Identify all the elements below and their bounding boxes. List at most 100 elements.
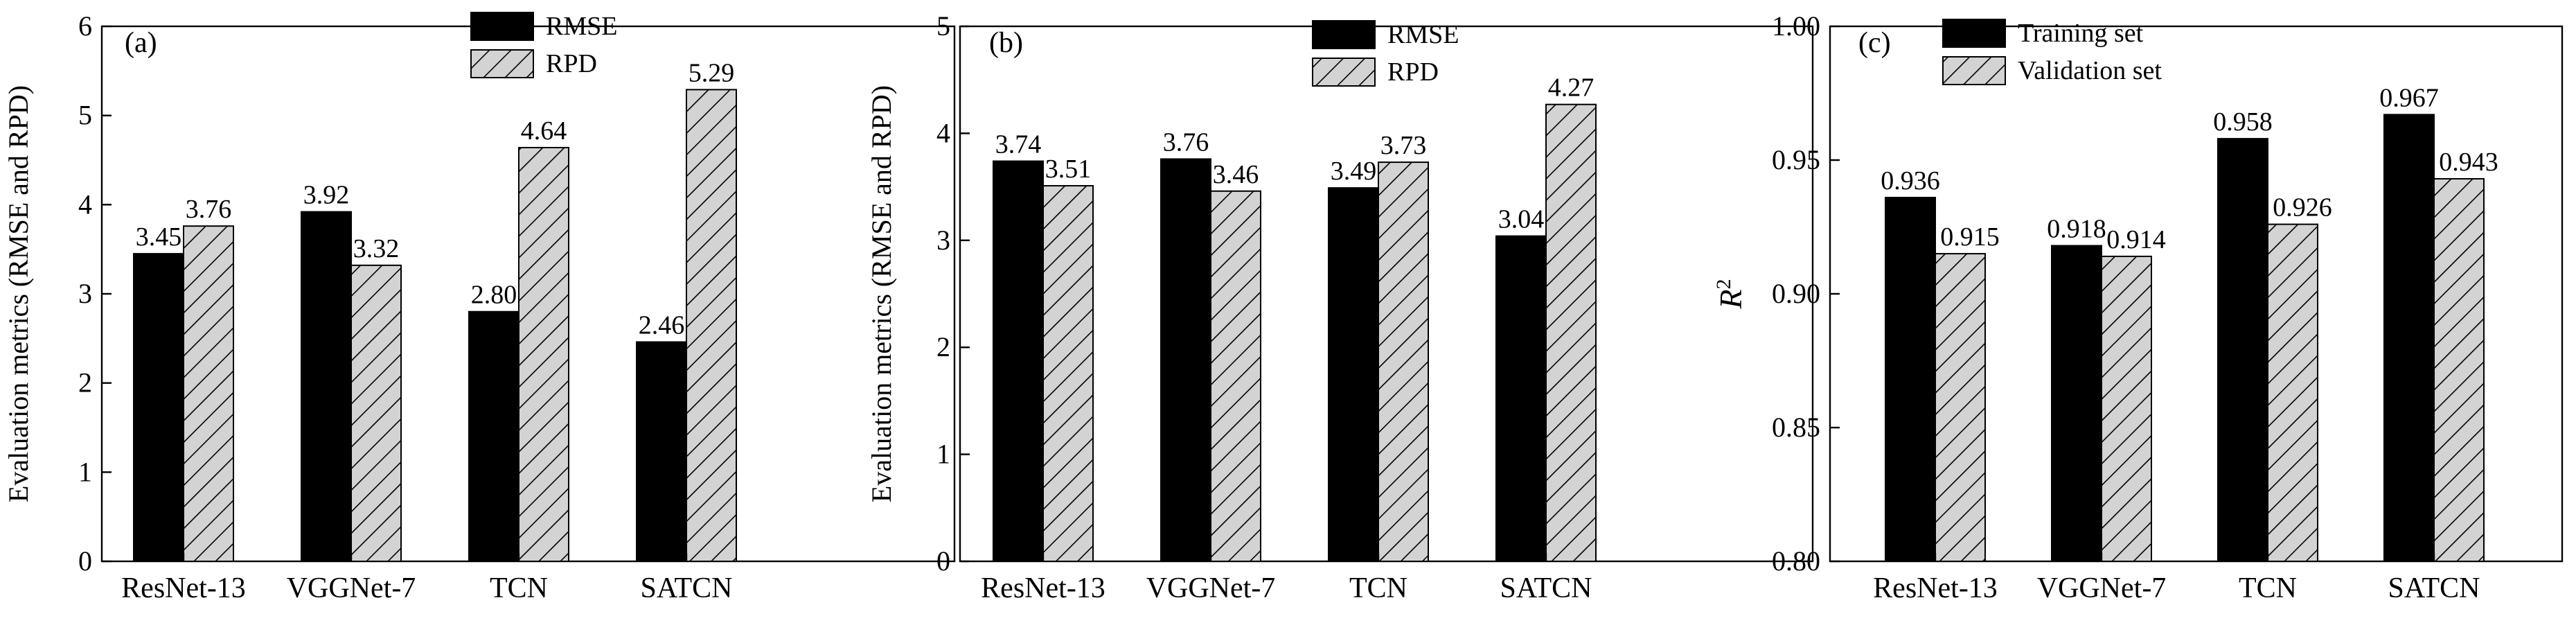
bar-series1	[468, 310, 519, 562]
bar-series2	[2433, 178, 2485, 562]
bar-series1	[1160, 158, 1211, 562]
y-tick-label: 0	[78, 545, 92, 577]
legend-label: RPD	[546, 49, 597, 78]
data-label: 3.76	[1163, 128, 1209, 157]
y-tick-label: 6	[78, 10, 92, 42]
bar-series2	[1545, 103, 1597, 563]
bar-series1	[993, 160, 1044, 562]
data-label: 0.926	[2273, 193, 2332, 222]
y-tick-label: 5	[936, 10, 950, 42]
legend-swatch	[1312, 58, 1376, 87]
x-tick-label: ResNet-13	[121, 572, 246, 604]
x-tick-label: ResNet-13	[981, 572, 1105, 604]
y-axis-label: R2	[1712, 279, 1748, 309]
bar-series1	[301, 211, 352, 562]
y-tick-label: 2	[78, 367, 92, 398]
data-label: 3.51	[1045, 155, 1092, 184]
legend-swatch	[1942, 19, 2006, 48]
y-tick-label: 1	[78, 456, 92, 487]
bar-series1	[2051, 245, 2102, 562]
bar-series2	[518, 146, 569, 562]
chart-panel-1: 0 1 2 3 4 5 6 Evaluation metrics (RMSE and RPD)…	[3, 10, 956, 604]
y-tick-label: 4	[78, 188, 92, 220]
y-tick-label: 1	[936, 439, 950, 470]
x-tick-label: TCN	[490, 572, 548, 604]
bar-series1	[1495, 235, 1547, 562]
data-label: 3.49	[1331, 157, 1377, 186]
y-tick-label: 0	[936, 545, 950, 577]
legend: Training set Validation set	[1942, 19, 2162, 85]
panel-label: (b)	[989, 27, 1023, 59]
bar-series2	[2101, 255, 2152, 562]
chart-panel-2: 0 1 2 3 4 5 Evaluation metrics (RMSE and RPD) (…	[866, 10, 1814, 604]
bar-series2	[1935, 253, 1986, 562]
legend-swatch	[1942, 56, 2006, 85]
data-label: 3.92	[303, 181, 350, 210]
legend-label: RMSE	[1387, 20, 1459, 49]
data-label: 4.27	[1548, 73, 1595, 103]
legend-swatch	[470, 12, 534, 41]
x-tick-label: VGGNet-7	[1146, 572, 1276, 604]
bar-series2	[350, 264, 402, 562]
y-axis-label: Evaluation metrics (RMSE and RPD)	[866, 85, 897, 502]
panel-label: (c)	[1858, 27, 1891, 59]
data-label: 0.915	[1940, 222, 2000, 252]
data-label: 3.04	[1498, 205, 1545, 234]
bar-series2	[1210, 190, 1261, 562]
x-tick-label: VGGNet-7	[287, 572, 416, 604]
y-tick-label: 2	[936, 331, 950, 362]
y-tick-label: 3	[78, 278, 92, 309]
panel-label: (a)	[125, 27, 157, 59]
bar-series1	[2383, 114, 2435, 562]
data-label: 0.943	[2439, 148, 2498, 177]
legend-swatch	[470, 49, 534, 78]
legend-label: RPD	[1387, 58, 1439, 87]
bar-series2	[2267, 223, 2318, 562]
y-axis-label: Evaluation metrics (RMSE and RPD)	[3, 85, 34, 502]
bar-series1	[133, 253, 184, 562]
data-label: 5.29	[689, 58, 735, 87]
bar-series1	[1885, 197, 1936, 563]
legend: RMSE RPD	[470, 12, 617, 78]
data-label: 0.918	[2047, 215, 2106, 244]
y-tick-label: 5	[78, 100, 92, 131]
legend-label: Validation set	[2018, 56, 2162, 85]
data-label: 2.46	[639, 310, 685, 340]
data-label: 3.45	[136, 222, 182, 252]
data-label: 3.46	[1213, 160, 1259, 189]
y-axis-label-superscript: 2	[1712, 279, 1735, 289]
data-label: 3.32	[353, 234, 400, 263]
data-label: 0.936	[1881, 166, 1940, 195]
y-tick-label: 0.80	[1772, 545, 1820, 577]
x-tick-label: SATCN	[1500, 572, 1592, 604]
bar-series2	[1042, 185, 1094, 562]
y-tick-label: 3	[936, 225, 950, 256]
bar-series1	[636, 341, 687, 562]
data-label: 0.914	[2106, 225, 2166, 254]
x-tick-label: VGGNet-7	[2037, 572, 2167, 604]
x-tick-label: TCN	[1349, 572, 1407, 604]
legend-swatch	[1312, 20, 1376, 49]
bar-series2	[1378, 161, 1429, 562]
bar-series2	[686, 89, 737, 562]
data-label: 3.73	[1380, 131, 1427, 160]
y-tick-label: 1.00	[1772, 10, 1820, 42]
data-label: 3.76	[186, 195, 232, 224]
x-tick-label: TCN	[2239, 572, 2297, 604]
data-label: 4.64	[521, 116, 567, 146]
bar-series1	[1328, 187, 1379, 563]
data-label: 0.967	[2379, 83, 2439, 112]
legend-label: Training set	[2018, 19, 2144, 48]
legend: RMSE RPD	[1312, 20, 1459, 87]
data-label: 2.80	[471, 281, 517, 310]
y-tick-label: 0.95	[1772, 144, 1820, 175]
legend-label: RMSE	[546, 12, 617, 41]
x-tick-label: ResNet-13	[1873, 572, 1998, 604]
x-tick-label: SATCN	[640, 572, 732, 604]
x-tick-label: SATCN	[2388, 572, 2480, 604]
data-label: 3.74	[995, 130, 1042, 159]
y-tick-label: 0.90	[1772, 278, 1820, 309]
